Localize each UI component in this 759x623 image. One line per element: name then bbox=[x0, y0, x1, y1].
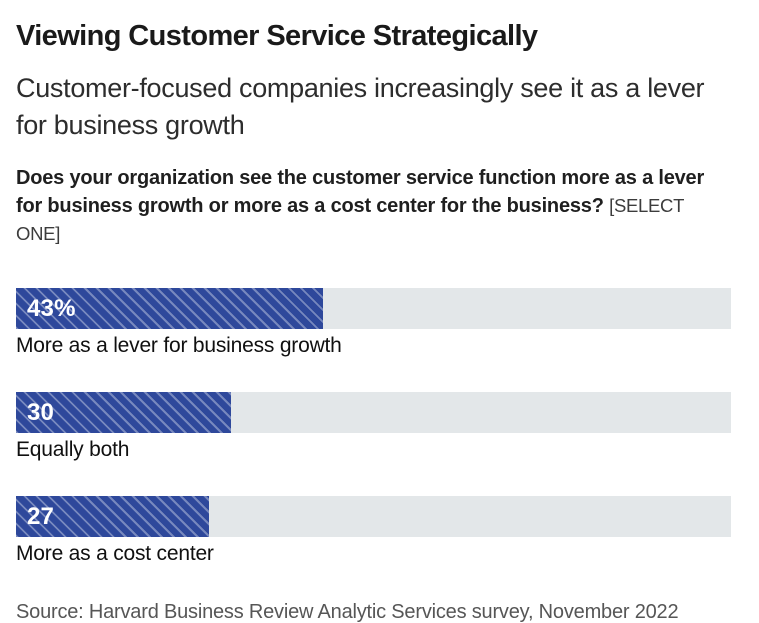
bar-category-label: Equally both bbox=[16, 438, 130, 461]
chart-subtitle: Customer-focused companies increasingly … bbox=[16, 73, 705, 140]
survey-question-text: Does your organization see the customer … bbox=[16, 167, 705, 217]
chart-title: Viewing Customer Service Strategically bbox=[16, 20, 538, 52]
bar-category-label: More as a lever for business growth bbox=[16, 334, 342, 357]
bar-row: 43% More as a lever for business growth bbox=[16, 288, 731, 358]
bar-category-label: More as a cost center bbox=[16, 542, 214, 565]
bar-track: 30 bbox=[16, 392, 731, 433]
bar-track: 27 bbox=[16, 496, 731, 537]
bar-fill: 43% bbox=[16, 288, 324, 329]
source-note: Source: Harvard Business Review Analytic… bbox=[16, 601, 679, 623]
bar-value-label: 30 bbox=[27, 398, 55, 426]
bar-row: 27 More as a cost center bbox=[16, 496, 731, 566]
bar-value-label: 27 bbox=[27, 502, 55, 530]
bar-track: 43% bbox=[16, 288, 731, 329]
bar-fill: 27 bbox=[16, 496, 210, 537]
survey-question: Does your organization see the customer … bbox=[16, 164, 724, 248]
bar-value-label: 43% bbox=[27, 294, 76, 322]
bar-chart: 43% More as a lever for business growth … bbox=[16, 288, 731, 566]
bar-fill: 30 bbox=[16, 392, 231, 433]
select-one-tag: [SELECT ONE] bbox=[16, 195, 684, 244]
bar-row: 30 Equally both bbox=[16, 392, 731, 462]
